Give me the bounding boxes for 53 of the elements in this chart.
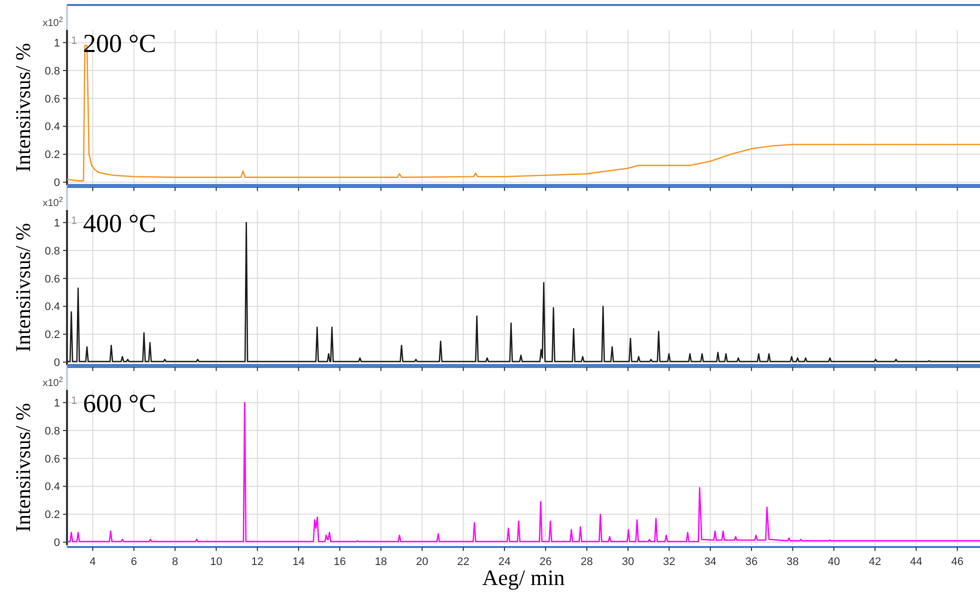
x-tick-label: 30 (622, 556, 634, 568)
x-tick-label: 40 (828, 556, 840, 568)
annotation: 1 (71, 395, 78, 407)
y-tick-label: 1 (54, 217, 60, 230)
x-tick-label: 18 (374, 556, 388, 568)
y-tick-label: 0.6 (44, 273, 60, 286)
annotation: 1 (71, 35, 78, 47)
y-tick-label: 0.4 (44, 121, 60, 134)
x-axis-title: Aeg/ min (482, 565, 565, 590)
y-tick-label: 0.6 (44, 93, 60, 106)
x-tick-label: 44 (910, 556, 922, 568)
x-tick-label: 46 (951, 556, 964, 568)
y-axis-title: Intensiivsus/ % (11, 223, 35, 352)
y-tick-label: 1 (54, 397, 60, 410)
y-tick-label: 0.2 (44, 509, 60, 522)
x-tick-label: 28 (580, 556, 593, 568)
x-tick-label: 6 (130, 556, 137, 568)
chart-title: 400 °C (83, 209, 156, 238)
y-tick-label: 0.8 (44, 65, 60, 78)
y-tick-label: 0.2 (44, 149, 60, 162)
y-axis-title: Intensiivsus/ % (11, 403, 35, 532)
y-tick-label: 0 (54, 537, 60, 550)
y-tick-label: 0.8 (44, 245, 60, 258)
x-tick-label: 32 (663, 556, 676, 568)
y-tick-label: 1 (54, 37, 60, 50)
text: x10$^{2}$ (42, 194, 63, 209)
x-tick-label: 14 (292, 556, 305, 568)
x-tick-label: 10 (210, 556, 222, 568)
chart-title: 200 °C (83, 29, 156, 58)
x-tick-label: 12 (251, 556, 264, 568)
x-tick-label: 38 (786, 556, 799, 568)
y-tick-label: 0.8 (44, 425, 60, 438)
x-tick-label: 24 (498, 556, 511, 568)
y-tick-label: 0 (54, 357, 60, 370)
annotation: 1 (71, 215, 78, 227)
y-tick-label: 0.4 (44, 481, 60, 494)
x-tick-label: 16 (334, 556, 346, 568)
chart-title: 600 °C (83, 389, 156, 418)
y-axis-title: Intensiivsus/ % (11, 43, 35, 172)
x-tick-label: 42 (868, 556, 882, 568)
y-tick-label: 0.6 (44, 453, 60, 466)
x-tick-label: 22 (457, 556, 470, 568)
x-tick-label: 34 (704, 556, 716, 568)
x-tick-label: 36 (745, 556, 758, 568)
x-tick-label: 8 (172, 556, 178, 568)
x-tick-label: 20 (416, 556, 428, 568)
y-tick-label: 0.2 (44, 329, 60, 342)
text: x10$^{2}$ (42, 374, 63, 389)
y-tick-label: 0.4 (44, 301, 60, 314)
text: x10$^{2}$ (42, 14, 63, 29)
x-tick-label: 4 (90, 556, 96, 568)
x-tick-label: 26 (540, 556, 552, 568)
y-tick-label: 0 (54, 177, 60, 190)
